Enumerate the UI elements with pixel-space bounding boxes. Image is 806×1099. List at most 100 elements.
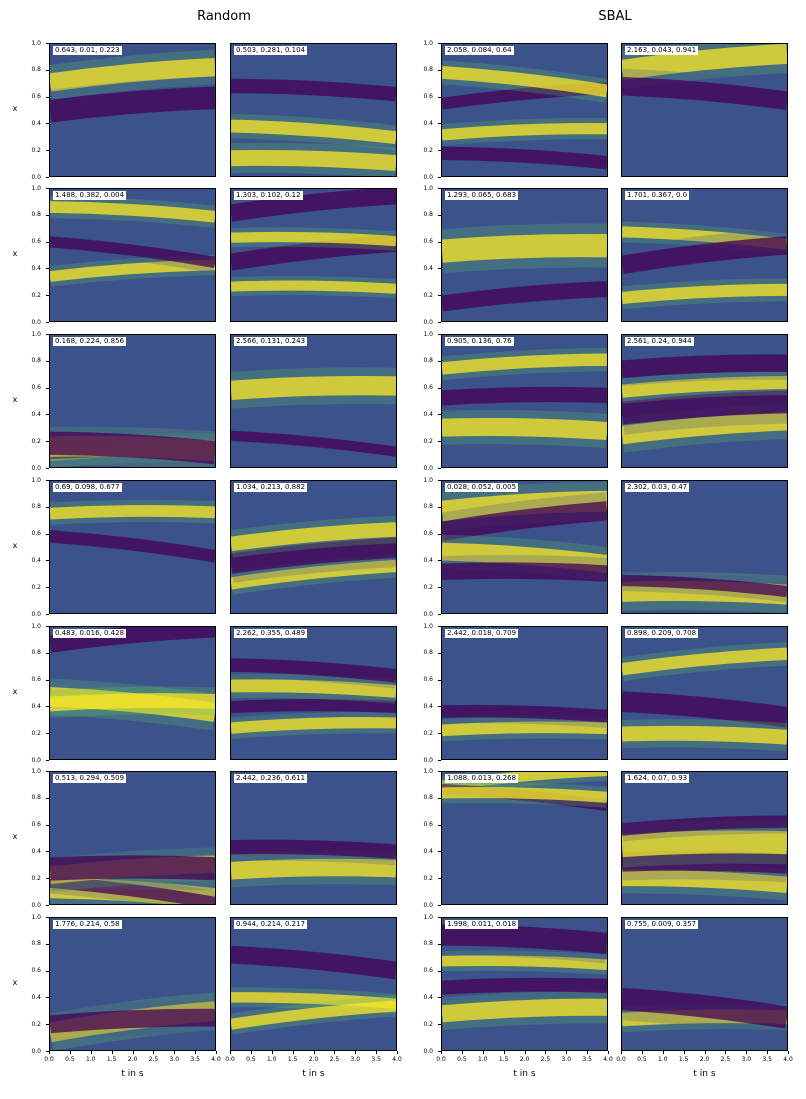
- x-tick-mark: [355, 1051, 357, 1054]
- x-tick-label: 0.5: [457, 1056, 467, 1063]
- y-tick-label: 0.0: [31, 318, 41, 326]
- y-tick-label: 0.4: [423, 847, 433, 855]
- heatmap-panel: 1.303, 0.102, 0.12: [230, 188, 397, 322]
- heatmap-band: [231, 839, 396, 859]
- x-axis-label: t in s: [693, 1069, 716, 1079]
- y-tick-label: 1.0: [423, 39, 433, 47]
- y-tick-label: 0.0: [423, 173, 433, 181]
- heatmap-panel: 2.262, 0.355, 0.489: [230, 626, 397, 760]
- panel-parameter-label: 0.503, 0.281, 0.104: [234, 46, 308, 55]
- heatmap-image: [442, 44, 607, 176]
- random-group-title: Random: [197, 9, 251, 24]
- y-tick-mark: [46, 970, 49, 972]
- heatmap-band: [442, 123, 607, 141]
- y-tick-label: 0.4: [423, 702, 433, 710]
- panel-parameter-label: 1.624, 0.07, 0.93: [625, 774, 690, 783]
- heatmap-panel: 0.898, 0.209, 0.708: [621, 626, 788, 760]
- y-tick-mark: [438, 560, 441, 562]
- y-tick-label: 0.6: [31, 238, 41, 246]
- y-tick-label: 0.6: [31, 821, 41, 829]
- y-tick-mark: [46, 387, 49, 389]
- y-tick-mark: [438, 626, 441, 627]
- panel-parameter-label: 0.168, 0.224, 0.856: [53, 337, 127, 346]
- heatmap-band: [622, 725, 787, 745]
- y-tick-mark: [46, 733, 49, 735]
- y-tick-mark: [46, 652, 49, 654]
- heatmap-background: [231, 918, 396, 1050]
- heatmap-band: [442, 501, 607, 541]
- panel-parameter-label: 1.293, 0.065, 0.683: [445, 191, 519, 200]
- heatmap-panel: 2.442, 0.018, 0.709: [441, 626, 608, 760]
- x-tick-mark: [566, 1051, 568, 1054]
- heatmap-band: [231, 858, 396, 880]
- y-axis-label: x: [12, 687, 18, 696]
- heatmap-panel: 1.624, 0.07, 0.93: [621, 771, 788, 905]
- y-tick-label: 0.2: [31, 874, 41, 882]
- panel-parameter-label: 1.303, 0.102, 0.12: [234, 191, 303, 200]
- x-tick-mark: [461, 1051, 463, 1054]
- y-tick-mark: [438, 878, 441, 880]
- heatmap-band: [231, 189, 396, 222]
- heatmap-band: [50, 505, 215, 520]
- heatmap-band: [231, 699, 396, 714]
- heatmap-band: [442, 542, 607, 573]
- heatmap-band: [50, 693, 215, 712]
- y-tick-mark: [438, 797, 441, 799]
- y-tick-label: 0.4: [31, 993, 41, 1001]
- y-tick-mark: [438, 322, 441, 323]
- y-tick-mark: [438, 334, 441, 335]
- panel-parameter-label: 2.262, 0.355, 0.489: [234, 629, 308, 638]
- y-tick-label: 0.4: [423, 410, 433, 418]
- y-tick-mark: [46, 414, 49, 416]
- heatmap-image: [442, 772, 607, 904]
- y-tick-mark: [438, 1024, 441, 1026]
- x-tick-label: 0.0: [44, 1056, 54, 1063]
- y-tick-mark: [46, 295, 49, 297]
- y-tick-mark: [46, 533, 49, 535]
- y-tick-label: 1.0: [31, 330, 41, 338]
- y-tick-mark: [438, 1051, 441, 1052]
- y-tick-label: 0.4: [31, 702, 41, 710]
- heatmap-panel: 0.944, 0.214, 0.217: [230, 917, 397, 1051]
- y-tick-label: 0.0: [423, 901, 433, 909]
- y-tick-label: 1.0: [423, 184, 433, 192]
- heatmap-image: [231, 44, 396, 176]
- y-tick-mark: [46, 997, 49, 999]
- y-tick-mark: [46, 679, 49, 681]
- heatmap-band: [50, 57, 215, 92]
- y-tick-mark: [46, 360, 49, 362]
- x-tick-mark: [608, 1051, 609, 1054]
- x-tick-label: 0.0: [225, 1056, 235, 1063]
- x-tick-mark: [397, 1051, 398, 1054]
- heatmap-image: [622, 627, 787, 759]
- heatmap-band: [622, 44, 787, 80]
- panel-parameter-label: 0.755, 0.009, 0.357: [625, 920, 699, 929]
- y-tick-mark: [438, 480, 441, 481]
- heatmap-panel: 0.503, 0.281, 0.104: [230, 43, 397, 177]
- panel-parameter-label: 1.488, 0.382, 0.004: [53, 191, 127, 200]
- y-tick-mark: [46, 878, 49, 880]
- heatmap-band: [231, 559, 396, 590]
- heatmap-panel: 1.998, 0.011, 0.018: [441, 917, 608, 1051]
- panel-parameter-label: 2.163, 0.043, 0.941: [625, 46, 699, 55]
- x-tick-mark: [49, 1051, 50, 1054]
- y-tick-mark: [438, 614, 441, 615]
- y-axis-label: x: [12, 104, 18, 113]
- y-tick-mark: [438, 414, 441, 416]
- heatmap-band: [231, 522, 396, 552]
- y-tick-label: 0.6: [423, 967, 433, 975]
- heatmap-band: [50, 855, 215, 881]
- heatmap-band: [231, 119, 396, 145]
- x-tick-label: 0.5: [65, 1056, 75, 1063]
- heatmap-image: [442, 189, 607, 321]
- x-tick-mark: [111, 1051, 113, 1054]
- y-tick-label: 0.0: [423, 756, 433, 764]
- heatmap-image: [50, 627, 215, 759]
- heatmap-band: [442, 490, 607, 522]
- y-tick-label: 0.0: [31, 1047, 41, 1055]
- y-tick-mark: [46, 943, 49, 945]
- y-tick-label: 1.0: [31, 767, 41, 775]
- y-tick-mark: [438, 679, 441, 681]
- heatmap-band: [622, 691, 787, 728]
- heatmap-panel: 1.034, 0.213, 0.882: [230, 480, 397, 614]
